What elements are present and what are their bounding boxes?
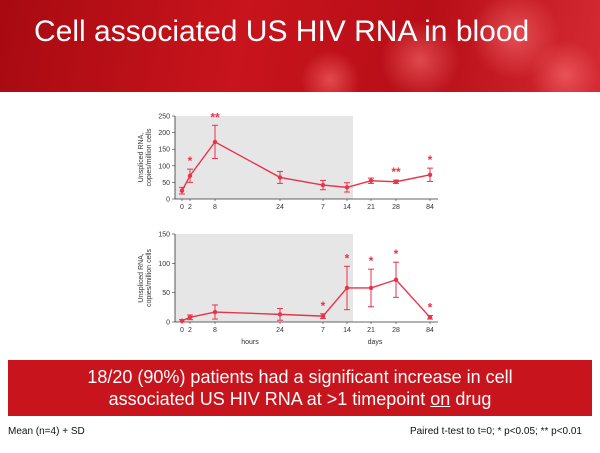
data-point [393, 277, 399, 282]
y-tick-label: 0 [166, 320, 170, 327]
shaded-region [175, 234, 353, 322]
x-tick-label: 14 [343, 204, 351, 211]
x-tick-label: 7 [321, 327, 325, 334]
y-tick-label: 150 [158, 147, 170, 154]
y-tick-label: 50 [162, 290, 170, 297]
shaded-region [175, 116, 353, 199]
x-tick-label: 2 [188, 327, 192, 334]
significance-marker: * [321, 299, 326, 313]
x-tick-label: 84 [426, 327, 434, 334]
x-group-label: days [368, 339, 383, 346]
data-point [277, 312, 283, 317]
slide-title: Cell associated US HIV RNA in blood [34, 15, 530, 48]
data-point [187, 173, 193, 178]
banner-emphasis: on [430, 389, 451, 409]
y-tick-label: 200 [158, 130, 170, 137]
x-group-label: hours [241, 339, 259, 346]
significance-marker: ** [391, 165, 401, 179]
x-tick-label: 2 [188, 204, 192, 211]
banner-line-2-end: drug [450, 389, 492, 409]
x-tick-label: 21 [367, 327, 375, 334]
y-axis-title-line-2: copies/million cells [146, 249, 153, 307]
data-point [320, 182, 326, 188]
data-point [368, 285, 374, 291]
x-tick-label: 8 [213, 327, 217, 334]
footnote-mean: Mean (n=4) + SD [8, 426, 85, 437]
x-tick-label: 24 [276, 327, 284, 334]
y-tick-label: 100 [158, 261, 170, 268]
data-point [427, 172, 433, 177]
bokeh-decoration [530, 40, 600, 92]
y-tick-label: 0 [166, 197, 170, 204]
y-axis-title-line-1: Unspliced RNA, [138, 133, 145, 182]
banner-line-2: associated US HIV RNA at >1 timepoint on… [109, 388, 492, 410]
banner-line-1: 18/20 (90%) patients had a significant i… [87, 367, 513, 387]
y-axis-title: Unspliced RNA,copies/million cells [138, 128, 153, 186]
bokeh-decoration [300, 50, 360, 92]
significance-marker: * [188, 154, 193, 168]
data-point [320, 313, 326, 319]
data-point [427, 315, 433, 320]
y-axis-title: Unspliced RNA,copies/million cells [138, 249, 153, 307]
x-tick-label: 8 [213, 204, 217, 211]
x-tick-label: 24 [276, 204, 284, 211]
x-tick-label: 28 [392, 327, 400, 334]
data-point [212, 139, 218, 145]
data-point [179, 188, 185, 193]
banner-line-2-start: associated US HIV RNA at >1 timepoint [108, 389, 431, 409]
data-point [344, 285, 350, 291]
x-tick-label: 0 [180, 204, 184, 211]
y-axis-title-line-1: Unspliced RNA, [138, 253, 145, 302]
data-point [212, 309, 218, 315]
significance-marker: ** [210, 110, 220, 124]
x-tick-label: 0 [180, 327, 184, 334]
significance-marker: * [394, 247, 399, 261]
y-tick-label: 50 [162, 180, 170, 187]
significance-marker: * [345, 251, 350, 265]
bokeh-decoration [380, 20, 460, 92]
y-axis-title-line-2: copies/million cells [146, 128, 153, 186]
chart-area: 0 50 100 150 200 250 Unspliced RNA,copies/mill… [0, 92, 600, 357]
x-tick-label: 28 [392, 204, 400, 211]
significance-marker: * [369, 254, 374, 268]
data-point [368, 178, 374, 183]
data-point [344, 185, 350, 190]
x-tick-label: 14 [343, 327, 351, 334]
x-tick-label: 21 [367, 204, 375, 211]
y-tick-label: 150 [158, 232, 170, 239]
x-tick-label: 7 [321, 204, 325, 211]
y-tick-label: 250 [158, 114, 170, 121]
y-tick-label: 100 [158, 163, 170, 170]
slide-header: Cell associated US HIV RNA in blood [0, 0, 600, 92]
x-tick-label: 84 [426, 204, 434, 211]
significance-marker: * [428, 153, 433, 167]
data-point [393, 179, 399, 184]
data-point [187, 315, 193, 320]
data-point [179, 318, 185, 324]
significance-marker: * [428, 301, 433, 315]
conclusion-banner: 18/20 (90%) patients had a significant i… [8, 360, 592, 416]
footnote-stats: Paired t-test to t=0; * p<0.05; ** p<0.0… [409, 426, 582, 437]
data-point [277, 175, 283, 180]
